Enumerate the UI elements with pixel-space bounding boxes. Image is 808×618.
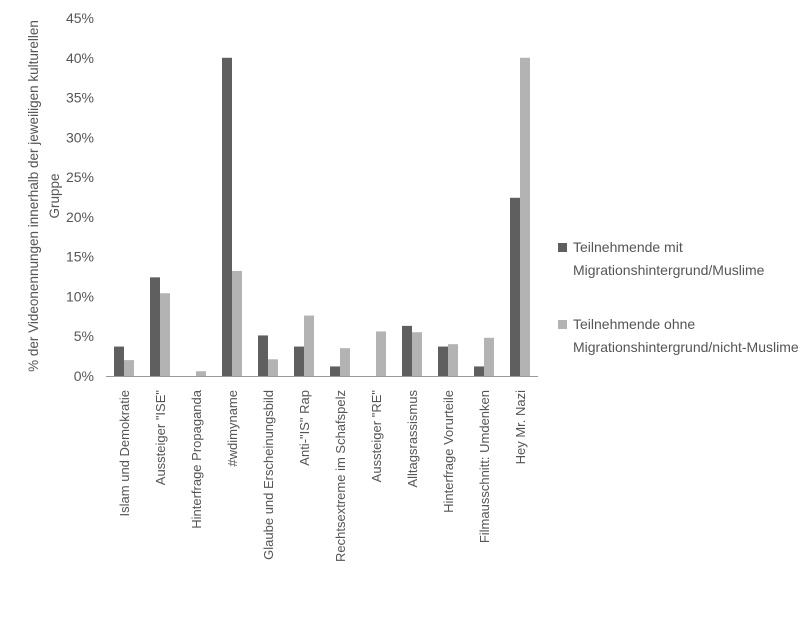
x-tick-label: Hey Mr. Nazi <box>513 390 528 465</box>
y-tick-label: 5% <box>74 328 94 344</box>
bar-series-1 <box>222 57 232 376</box>
legend-label-series-2: Teilnehmende ohne Migrationshintergrund/… <box>573 316 799 355</box>
legend-swatch-series-1 <box>558 243 567 252</box>
y-tick-label: 45% <box>66 10 94 26</box>
bar-series-2 <box>520 57 530 376</box>
x-tick-label: Glaube und Erscheinungsbild <box>261 390 276 560</box>
bar-series-2 <box>340 348 350 376</box>
bar-series-2 <box>268 359 278 376</box>
legend: Teilnehmende mit Migrationshintergrund/M… <box>558 236 803 390</box>
bar-series-1 <box>474 366 484 376</box>
bar-series-2 <box>232 270 242 376</box>
bar-series-2 <box>124 360 134 376</box>
y-axis-label-group: % der Videonennungen innerhalb der jewei… <box>26 20 62 372</box>
bar-series-1 <box>330 366 340 376</box>
y-tick-label: 0% <box>74 368 94 384</box>
x-tick-label: Aussteiger "ISE" <box>153 390 168 486</box>
y-tick-label: 30% <box>66 129 94 145</box>
bar-series-1 <box>150 277 160 376</box>
y-tick-label: 15% <box>66 249 94 265</box>
bar-series-2 <box>448 344 458 376</box>
legend-swatch-series-2 <box>558 320 567 329</box>
x-tick-label: Hinterfrage Propaganda <box>189 389 204 529</box>
bar-series-2 <box>304 315 314 376</box>
x-tick-label: Aussteiger "RE" <box>369 390 384 483</box>
legend-item-series-2: Teilnehmende ohne Migrationshintergrund/… <box>558 313 803 359</box>
bars <box>114 57 530 376</box>
bar-series-1 <box>402 325 412 376</box>
bar-series-2 <box>160 293 170 376</box>
x-ticks: Islam und Demokratie Aussteiger "ISE" Hint… <box>117 389 528 562</box>
x-tick-label: Islam und Demokratie <box>117 390 132 516</box>
x-tick-label: Filmausschnitt: Umdenken <box>477 390 492 543</box>
x-tick-label: Alltagsrassismus <box>405 390 420 488</box>
bar-series-1 <box>438 346 448 376</box>
bar-series-1 <box>294 346 304 376</box>
bar-series-1 <box>510 197 520 376</box>
bar-series-1 <box>258 335 268 376</box>
y-axis-label: % der Videonennungen innerhalb der jewei… <box>26 20 62 372</box>
x-tick-label: #wdimyname <box>225 390 240 467</box>
x-tick-label: Hinterfrage Vorurteile <box>441 390 456 513</box>
bar-series-2 <box>376 331 386 376</box>
y-tick-label: 40% <box>66 50 94 66</box>
y-tick-label: 10% <box>66 288 94 304</box>
x-tick-label: Anti-"IS" Rap <box>297 390 312 466</box>
y-tick-label: 35% <box>66 90 94 106</box>
y-ticks: 0% 5% 10% 15% 20% 25% 30% 35% 40% 45% <box>66 10 94 384</box>
bar-series-2 <box>484 337 494 376</box>
y-tick-label: 20% <box>66 209 94 225</box>
legend-item-series-1: Teilnehmende mit Migrationshintergrund/M… <box>558 236 803 282</box>
legend-label-series-1: Teilnehmende mit Migrationshintergrund/M… <box>573 239 765 278</box>
bar-series-2 <box>412 332 422 376</box>
bar-series-2 <box>196 371 206 376</box>
bar-series-1 <box>114 346 124 376</box>
y-tick-label: 25% <box>66 169 94 185</box>
x-tick-label: Rechtsextreme im Schafspelz <box>333 390 348 562</box>
